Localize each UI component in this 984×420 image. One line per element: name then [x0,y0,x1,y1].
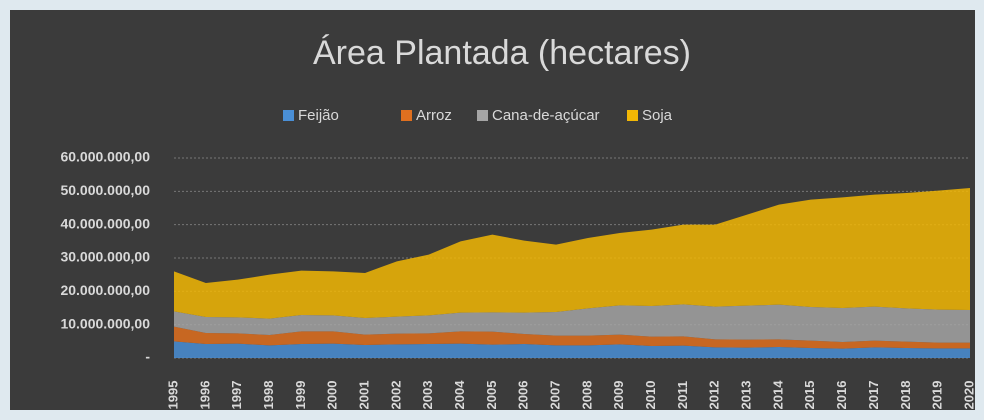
legend-label: Arroz [416,107,452,124]
area [174,341,970,358]
chart-title: Área Plantada (hectares) [313,34,691,72]
x-tick-label: 2013 [739,381,754,410]
x-tick-label: 1995 [165,381,180,410]
x-tick-label: 2009 [611,381,626,410]
legend-label: Feijão [298,107,339,124]
legend-swatch [401,110,412,121]
x-tick-label: 1997 [229,381,244,410]
x-tick-label: 2020 [961,381,976,410]
x-tick-label: 2005 [484,381,499,410]
x-tick-label: 2010 [643,381,658,410]
x-tick-label: 2002 [388,381,403,410]
x-tick-label: 2000 [325,381,340,410]
x-tick-label: 1999 [293,381,308,410]
y-tick-label: 10.000.000,00 [60,315,150,331]
x-tick-label: 2012 [707,381,722,410]
x-tick-label: 1998 [261,381,276,410]
y-tick-label: 60.000.000,00 [60,149,150,165]
legend-label: Cana-de-açúcar [492,107,600,124]
x-tick-label: 2006 [516,381,531,410]
y-tick-label: - [145,349,150,365]
x-tick-label: 2007 [548,381,563,410]
legend-label: Soja [642,107,673,124]
legend-swatch [477,110,488,121]
x-tick-label: 1996 [197,381,212,410]
x-tick-label: 2018 [898,381,913,410]
area [174,188,970,319]
y-tick-label: 30.000.000,00 [60,249,150,265]
y-tick-label: 40.000.000,00 [60,215,150,231]
x-tick-label: 2001 [356,381,371,410]
x-tick-label: 2004 [452,380,467,410]
x-tick-label: 2016 [834,381,849,410]
x-tick-label: 2008 [579,381,594,410]
x-tick-label: 2017 [866,381,881,410]
x-tick-label: 2015 [802,381,817,410]
x-tick-label: 2019 [930,381,945,410]
y-tick-label: 50.000.000,00 [60,182,150,198]
legend-swatch [283,110,294,121]
area [174,304,970,343]
x-tick-label: 2014 [770,380,785,410]
legend-swatch [627,110,638,121]
y-tick-label: 20.000.000,00 [60,282,150,298]
x-tick-label: 2011 [675,381,690,409]
x-tick-label: 2003 [420,381,435,410]
area [174,326,970,349]
